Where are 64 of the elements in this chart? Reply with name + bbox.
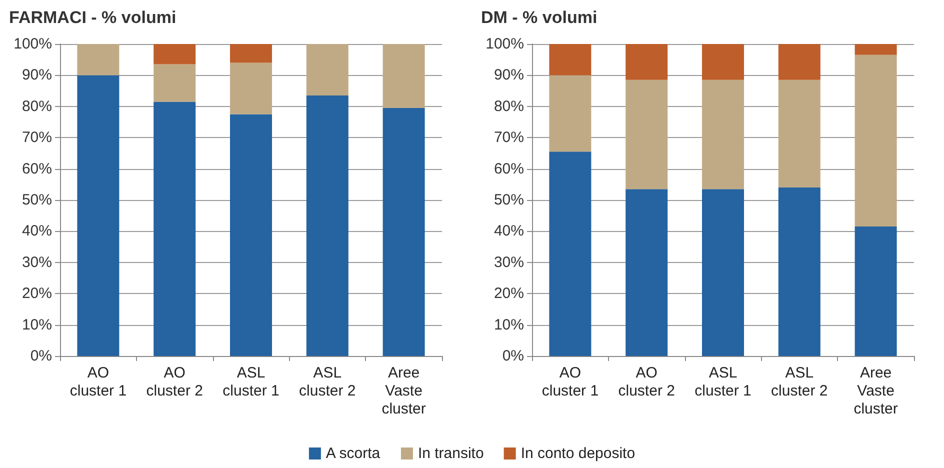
bar [154, 64, 196, 102]
y-tick-label: 0% [30, 348, 52, 364]
y-tick-label: 100% [486, 36, 524, 52]
bar [382, 44, 425, 108]
bar [154, 102, 196, 356]
x-tick-label: ASL cluster 2 [299, 364, 356, 400]
bar [778, 188, 820, 356]
y-tick-label: 40% [22, 222, 52, 240]
x-tick-label: ASL cluster 2 [771, 364, 828, 400]
y-tick-label: 50% [22, 192, 52, 208]
bar [778, 44, 820, 80]
bar [230, 114, 272, 356]
bar [854, 226, 897, 356]
y-tick-label: 20% [22, 285, 52, 302]
bar [382, 108, 425, 356]
y-tick-label: 10% [494, 316, 524, 334]
y-tick-label: 60% [22, 160, 52, 178]
bar [778, 80, 820, 188]
chart-title: DM - % volumi [481, 8, 598, 27]
bar [626, 44, 668, 80]
bar [549, 152, 592, 356]
bar [230, 62, 272, 114]
y-tick-label: 60% [494, 160, 524, 178]
bar [854, 54, 897, 227]
bar [702, 80, 744, 190]
bar [626, 189, 668, 356]
y-tick-label: 90% [22, 66, 52, 84]
x-tick-label: Aree Vaste cluster [382, 364, 426, 418]
bar [854, 44, 897, 55]
y-tick-label: 70% [22, 129, 52, 146]
y-tick-label: 50% [494, 192, 524, 208]
x-tick-label: AO cluster 2 [146, 364, 203, 400]
x-tick-label: ASL cluster 1 [694, 364, 752, 400]
bar [306, 44, 348, 96]
y-tick-label: 90% [494, 66, 524, 84]
y-tick-label: 30% [22, 254, 52, 271]
bar [154, 44, 196, 64]
bar [702, 189, 744, 356]
legend-label: In conto deposito [520, 445, 636, 462]
legend-label: A scorta [326, 445, 381, 462]
y-tick-label: 20% [494, 285, 524, 302]
legend-label: In transito [418, 445, 484, 462]
bar [77, 44, 120, 76]
bar [77, 75, 120, 356]
x-tick-label: Aree Vaste cluster [854, 364, 898, 418]
y-tick-label: 70% [494, 129, 524, 146]
bar [626, 80, 668, 190]
x-tick-label: AO cluster 1 [70, 364, 127, 400]
chart-title: FARMACI - % volumi [9, 8, 176, 27]
bar [230, 44, 272, 63]
y-tick-label: 30% [494, 254, 524, 271]
bar [702, 44, 744, 80]
x-tick-label: AO cluster 2 [618, 364, 675, 400]
bar [549, 44, 592, 76]
y-tick-label: 80% [22, 98, 52, 115]
bar [549, 75, 592, 152]
bar [306, 95, 348, 356]
y-tick-label: 0% [502, 348, 524, 364]
y-tick-label: 10% [22, 316, 52, 334]
y-tick-label: 100% [14, 36, 52, 52]
y-tick-label: 80% [494, 98, 524, 115]
x-tick-label: ASL cluster 1 [222, 364, 280, 400]
x-tick-label: AO cluster 1 [542, 364, 599, 400]
y-tick-label: 40% [494, 222, 524, 240]
